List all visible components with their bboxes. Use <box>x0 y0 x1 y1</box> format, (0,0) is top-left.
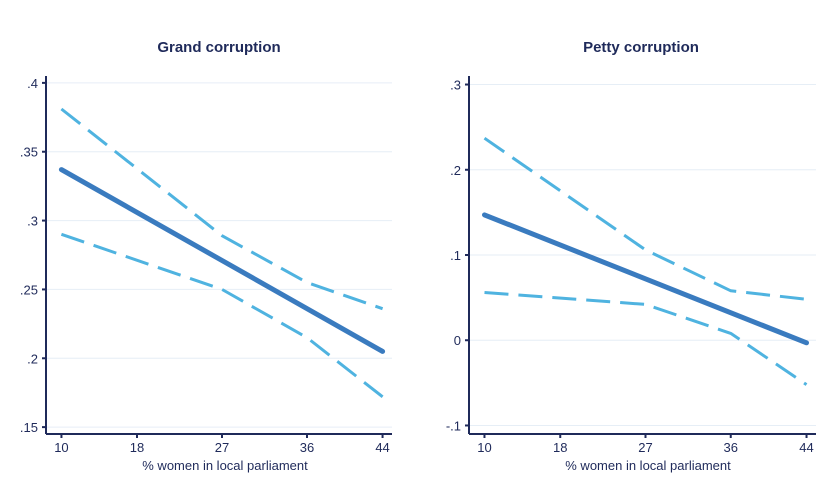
lower-bound-line <box>60 232 384 398</box>
chart-title: Grand corruption <box>157 39 280 56</box>
x-tick-label: 18 <box>553 440 567 455</box>
y-tick-label: .2 <box>27 351 38 366</box>
y-tick-label: 0 <box>454 333 461 348</box>
x-tick-label: 44 <box>375 440 389 455</box>
chart-title: Petty corruption <box>583 39 699 56</box>
upper-bound-line <box>483 136 807 301</box>
x-tick-label: 10 <box>54 440 68 455</box>
x-tick-label: 36 <box>724 440 738 455</box>
y-tick-label: .3 <box>27 214 38 229</box>
x-tick-label: 36 <box>300 440 314 455</box>
upper-bound-line <box>60 107 384 311</box>
estimate-line <box>58 167 386 354</box>
x-tick-label: 10 <box>477 440 491 455</box>
x-tick-label: 18 <box>130 440 144 455</box>
grand-corruption-panel: Grand corruption .15 .2 .25 .3 .35 .4 10 18 27 36 4… <box>20 39 392 473</box>
y-tick-label: .15 <box>20 420 38 435</box>
y-tick-label: -.1 <box>446 418 461 433</box>
lower-bound-line <box>484 291 808 386</box>
x-axis-label: % women in local parliament <box>142 458 308 473</box>
y-tick-label: .3 <box>450 78 461 93</box>
y-tick-label: .25 <box>20 282 38 297</box>
y-tick-label: .4 <box>27 76 38 91</box>
x-tick-label: 27 <box>215 440 229 455</box>
x-axis-label: % women in local parliament <box>565 458 731 473</box>
x-tick-label: 44 <box>799 440 813 455</box>
petty-corruption-panel: Petty corruption -.1 0 .1 .2 .3 10 18 27 36 44 % wo… <box>446 39 816 473</box>
y-tick-label: .35 <box>20 145 38 160</box>
x-tick-label: 27 <box>638 440 652 455</box>
y-tick-label: .2 <box>450 163 461 178</box>
estimate-line <box>482 212 809 346</box>
y-tick-label: .1 <box>450 248 461 263</box>
